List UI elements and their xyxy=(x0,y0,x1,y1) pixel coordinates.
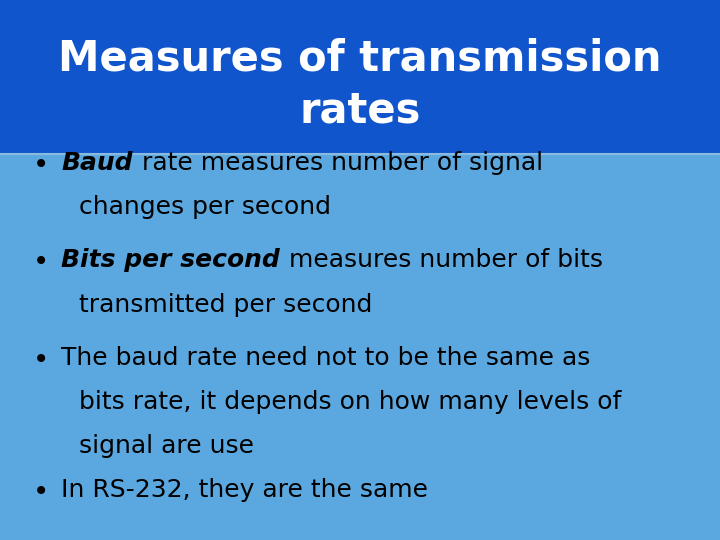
Text: In RS-232, they are the same: In RS-232, they are the same xyxy=(61,478,428,502)
Bar xyxy=(0,0,720,154)
Text: The baud rate need not to be the same as: The baud rate need not to be the same as xyxy=(61,346,590,369)
Text: •: • xyxy=(32,151,49,179)
Text: •: • xyxy=(32,248,49,276)
Text: rates: rates xyxy=(300,90,420,132)
Text: Bits per second: Bits per second xyxy=(61,248,280,272)
Text: •: • xyxy=(32,346,49,374)
Text: signal are use: signal are use xyxy=(79,434,254,458)
Text: •: • xyxy=(32,478,49,506)
Text: Measures of transmission: Measures of transmission xyxy=(58,37,662,79)
Text: bits rate, it depends on how many levels of: bits rate, it depends on how many levels… xyxy=(79,390,621,414)
Text: transmitted per second: transmitted per second xyxy=(79,293,372,316)
Text: rate measures number of signal: rate measures number of signal xyxy=(134,151,544,175)
Text: measures number of bits: measures number of bits xyxy=(282,248,603,272)
Text: changes per second: changes per second xyxy=(79,195,331,219)
Text: Baud: Baud xyxy=(61,151,132,175)
